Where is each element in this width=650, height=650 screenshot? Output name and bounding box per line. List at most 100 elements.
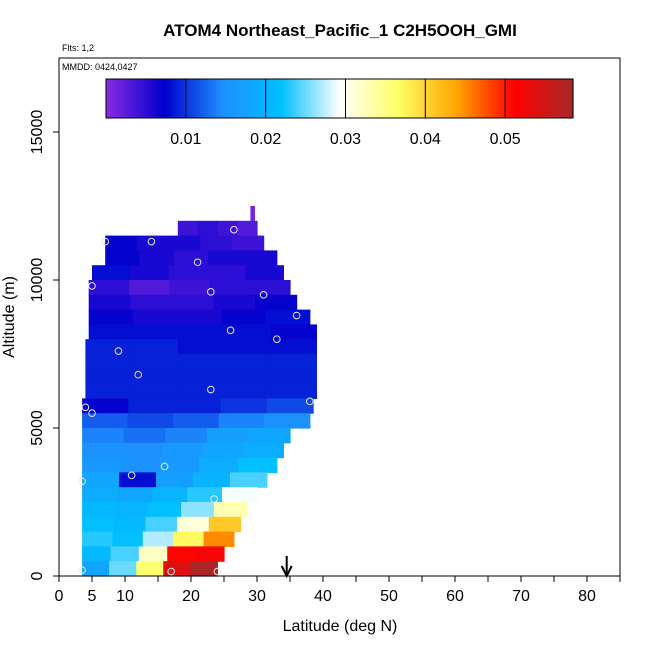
colorbar-segment xyxy=(296,79,301,118)
colorbar-segment xyxy=(409,79,414,118)
colorbar-segment xyxy=(336,79,341,118)
colorbar-segment xyxy=(566,79,571,118)
colorbar-segment xyxy=(169,79,174,118)
colorbar-segment xyxy=(166,79,170,118)
heatmap-cell xyxy=(174,398,222,414)
colorbar-segment xyxy=(279,79,284,118)
colorbar-segment xyxy=(389,79,394,118)
sample-point xyxy=(226,326,235,335)
y-axis: 0 5000 10000 15000 xyxy=(29,110,59,580)
heatmap-cell xyxy=(173,531,205,547)
heatmap-cell xyxy=(82,531,114,547)
heatmap-cell xyxy=(82,487,118,503)
heatmap-cell xyxy=(163,561,191,577)
sample-point xyxy=(207,385,215,394)
sample-point xyxy=(81,403,90,412)
colorbar-segment xyxy=(549,79,554,118)
heatmap-cell xyxy=(132,309,178,325)
colorbar-segment xyxy=(206,79,211,118)
heatmap-cell xyxy=(82,516,115,533)
heatmap-cell xyxy=(242,250,278,266)
heatmap-cell xyxy=(237,220,258,237)
colorbar: 0.01 0.02 0.03 0.04 0.05 xyxy=(105,78,574,148)
flights-text: Flts: 1,2 xyxy=(62,43,94,53)
sample-point xyxy=(273,335,281,344)
heatmap-cell xyxy=(203,531,235,547)
heatmap-cell xyxy=(243,442,284,459)
colorbar-segment xyxy=(456,79,461,118)
heatmap-cell xyxy=(206,265,246,281)
heatmap-cell xyxy=(270,354,317,370)
heatmap-cell xyxy=(202,442,244,459)
heatmap-cell xyxy=(119,472,157,488)
colorbar-segment xyxy=(529,79,534,118)
colorbar-segment xyxy=(252,79,257,118)
colorbar-segment xyxy=(496,79,501,118)
heatmap-cell xyxy=(131,383,179,399)
colorbar-segment xyxy=(486,79,491,118)
colorbar-segment xyxy=(472,79,477,118)
heatmap-cell xyxy=(122,442,164,459)
colorbar-segment xyxy=(402,79,407,118)
y-tick-label: 0 xyxy=(29,571,46,580)
colorbar-segment xyxy=(209,79,214,118)
heatmap-cell xyxy=(198,457,239,473)
colorbar-segment xyxy=(362,79,367,118)
colorbar-segment xyxy=(469,79,474,118)
heatmap-cell xyxy=(127,413,174,429)
colorbar-segment xyxy=(129,79,134,118)
x-tick-label: 40 xyxy=(314,588,332,605)
colorbar-segment xyxy=(136,79,140,118)
sample-point xyxy=(134,370,142,379)
latitude-marker-arrow xyxy=(280,556,293,579)
heatmap-cell xyxy=(165,428,208,444)
colorbar-segment xyxy=(312,79,317,118)
x-tick-label: 30 xyxy=(248,588,266,605)
colorbar-segment xyxy=(379,79,384,118)
colorbar-segment xyxy=(479,79,484,118)
heatmap-cell xyxy=(270,368,317,385)
heatmap-cell xyxy=(179,324,226,340)
colorbar-segment xyxy=(242,79,247,118)
colorbar-segment xyxy=(366,79,371,118)
colorbar-segment xyxy=(139,79,144,118)
colorbar-segment xyxy=(122,79,127,118)
heatmap-cell xyxy=(115,502,149,518)
colorbar-segment xyxy=(216,79,221,118)
heatmap-cell xyxy=(173,250,209,266)
colorbar-segment xyxy=(396,79,401,118)
colorbar-segment xyxy=(449,79,454,118)
colorbar-segment xyxy=(162,79,167,118)
heatmap-cell xyxy=(222,487,258,503)
colorbar-segment xyxy=(256,79,261,118)
heatmap-cell xyxy=(131,368,179,385)
heatmap-cell xyxy=(171,294,215,311)
colorbar-segment xyxy=(159,79,164,118)
x-axis: 0 5 10 20 30 40 50 60 70 80 xyxy=(55,576,621,605)
sample-point xyxy=(210,495,218,503)
heatmap-cell xyxy=(130,265,170,281)
heatmap-cell xyxy=(177,516,210,533)
colorbar-segment xyxy=(412,79,417,118)
heatmap-cell xyxy=(88,280,130,296)
heatmap-cell xyxy=(82,413,129,429)
sample-point xyxy=(306,397,314,406)
heatmap-cell xyxy=(123,428,166,444)
heatmap-cell xyxy=(218,413,265,429)
heatmap-cell xyxy=(224,339,271,355)
heatmap-cell xyxy=(131,354,179,370)
heatmap-cell xyxy=(209,280,251,296)
colorbar-segment xyxy=(442,79,447,118)
colorbar-tick-label: 0.04 xyxy=(410,131,441,148)
heatmap-cell xyxy=(231,235,265,251)
colorbar-segment xyxy=(532,79,537,118)
heatmap-cell xyxy=(159,457,200,473)
colorbar-segment xyxy=(236,79,241,118)
y-axis-label: Altitude (m) xyxy=(1,276,18,358)
heatmap-cell xyxy=(177,354,225,370)
heatmap-cell xyxy=(85,383,133,399)
chart-title: ATOM4 Northeast_Pacific_1 C2H5OOH_GMI xyxy=(163,21,517,40)
x-tick-label: 70 xyxy=(512,588,530,605)
heatmap-cell xyxy=(220,398,268,414)
